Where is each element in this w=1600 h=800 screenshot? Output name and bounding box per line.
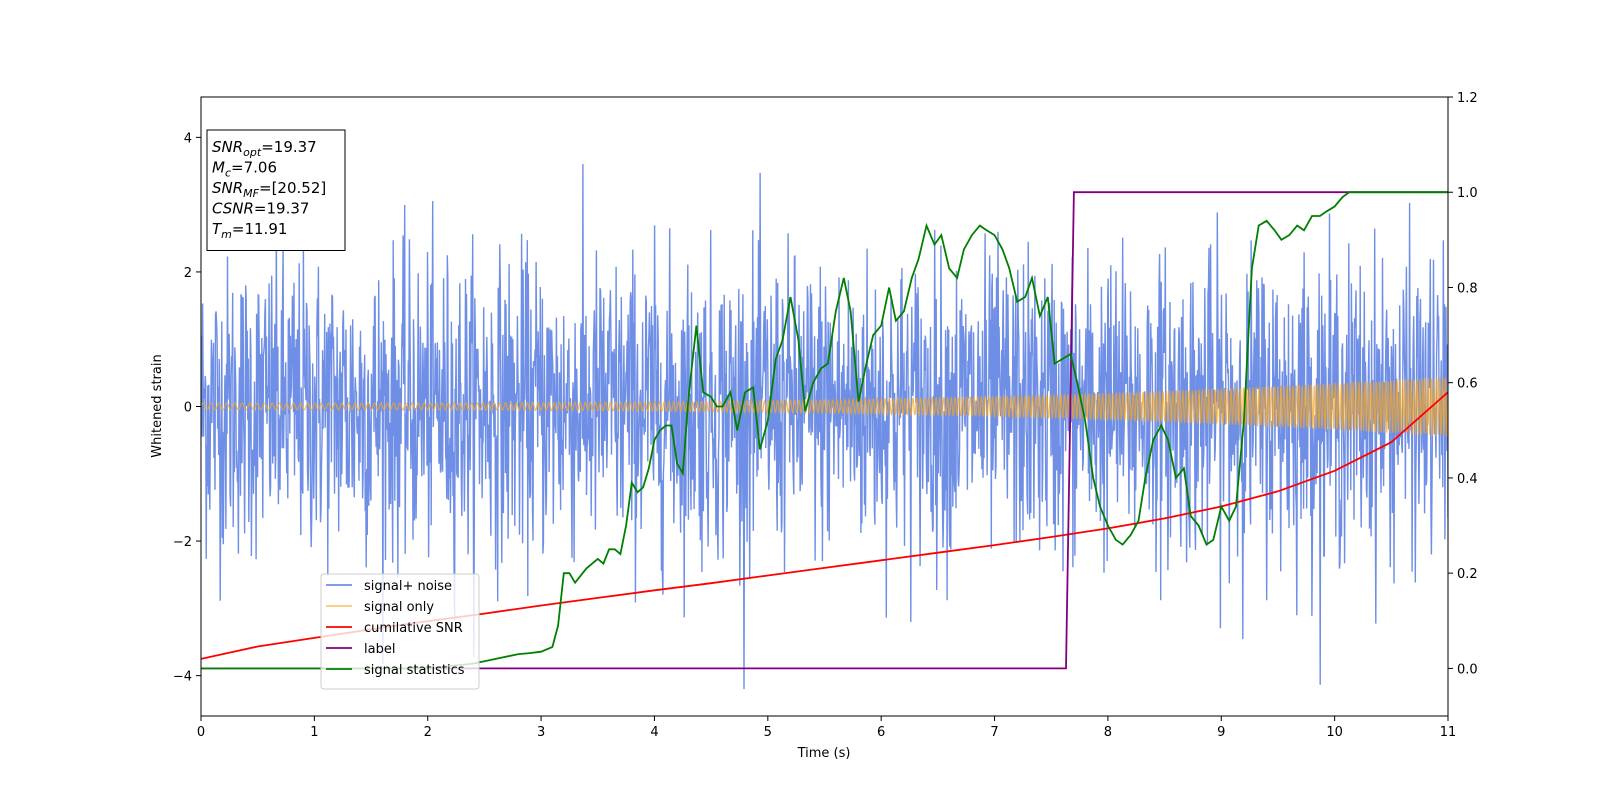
y-tick-label-right: 0.2 bbox=[1457, 567, 1478, 582]
y-tick-label-right: 0.6 bbox=[1457, 377, 1478, 392]
y-tick-label-right: 0.8 bbox=[1457, 281, 1478, 296]
y-tick-label-left: −4 bbox=[173, 670, 192, 685]
x-tick-label: 3 bbox=[537, 725, 545, 740]
y-tick-label-right: 0.0 bbox=[1457, 662, 1478, 677]
info-line: SNRopt=19.37 bbox=[212, 138, 317, 159]
x-tick-label: 9 bbox=[1217, 725, 1225, 740]
y-axis-right: 0.0 0.2 0.4 0.6 0.8 1.0 1.2 bbox=[1448, 91, 1478, 677]
x-tick-label: 10 bbox=[1326, 725, 1343, 740]
legend-entry: label bbox=[364, 642, 395, 657]
y-axis-left: −4 −2 0 2 4 bbox=[173, 131, 201, 685]
x-tick-label: 2 bbox=[424, 725, 432, 740]
y-tick-label-right: 1.2 bbox=[1457, 91, 1478, 106]
series-signal-noise bbox=[201, 164, 1448, 690]
info-box-frame bbox=[206, 129, 346, 251]
x-tick-label: 8 bbox=[1104, 725, 1112, 740]
legend-entry: cumilative SNR bbox=[364, 621, 463, 636]
series-label bbox=[201, 191, 1448, 670]
x-tick-label: 6 bbox=[877, 725, 885, 740]
legend-entry: signal+ noise bbox=[364, 579, 452, 594]
legend-entry: signal statistics bbox=[364, 663, 465, 678]
series-signal-statistics bbox=[201, 191, 1448, 670]
info-box: SNRopt=19.37Mc=7.06SNRMF=[20.52]CSNR=19.… bbox=[206, 129, 346, 251]
y-axis-label: Whitened strain bbox=[150, 354, 165, 457]
y-tick-label-left: 4 bbox=[184, 131, 192, 146]
info-line: Mc=7.06 bbox=[212, 159, 277, 180]
y-tick-label-right: 0.4 bbox=[1457, 472, 1478, 487]
legend-frame bbox=[320, 573, 480, 690]
x-tick-label: 1 bbox=[310, 725, 318, 740]
x-tick-label: 4 bbox=[650, 725, 658, 740]
y-tick-label-right: 1.0 bbox=[1457, 186, 1478, 201]
x-tick-label: 0 bbox=[197, 725, 205, 740]
x-tick-label: 5 bbox=[764, 725, 772, 740]
info-line: CSNR=19.37 bbox=[212, 200, 309, 218]
x-axis: 0 1 2 3 4 5 6 7 8 9 10 11 bbox=[197, 716, 1456, 740]
x-tick-label: 7 bbox=[990, 725, 998, 740]
y-tick-label-left: 0 bbox=[184, 401, 192, 416]
legend: signal+ noise signal only cumilative SNR la… bbox=[320, 573, 480, 690]
x-tick-label: 11 bbox=[1440, 725, 1457, 740]
y-tick-label-left: 2 bbox=[184, 266, 192, 281]
x-axis-label: Time (s) bbox=[797, 746, 851, 761]
legend-entry: signal only bbox=[364, 600, 434, 615]
y-tick-label-left: −2 bbox=[173, 535, 192, 550]
series-signal-only bbox=[201, 376, 1448, 437]
info-line: SNRMF=[20.52] bbox=[212, 179, 326, 200]
info-line: Tm=11.91 bbox=[212, 220, 287, 241]
